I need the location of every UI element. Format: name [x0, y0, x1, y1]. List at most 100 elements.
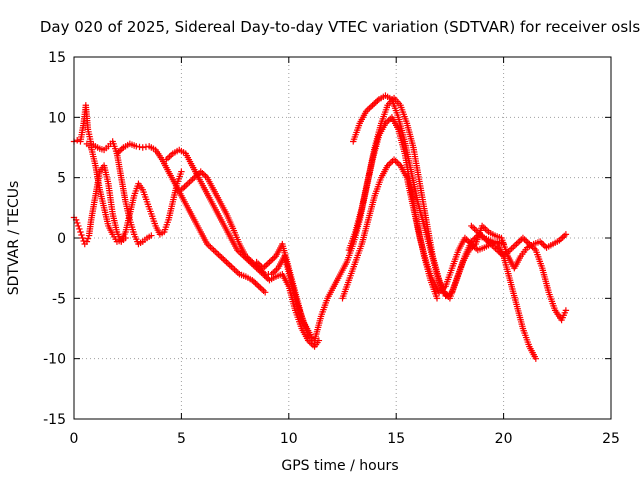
data-point-marker: [228, 263, 235, 270]
y-tick-label: -15: [43, 412, 66, 428]
data-point-marker: [79, 234, 86, 242]
data-point-marker: [394, 159, 401, 166]
data-point-marker: [221, 257, 229, 264]
x-tick-label: 15: [387, 431, 405, 447]
y-tick-label: 10: [48, 110, 66, 126]
data-point-marker: [189, 175, 196, 183]
data-point-marker: [519, 234, 527, 242]
data-point-marker: [186, 178, 193, 186]
data-point-marker: [511, 242, 519, 249]
chart-title: Day 020 of 2025, Sidereal Day-to-day VTE…: [40, 18, 640, 36]
series-10: [350, 92, 570, 302]
data-point-marker: [139, 144, 146, 151]
y-tick-label: 0: [57, 231, 66, 247]
data-point-marker: [210, 246, 217, 254]
data-point-marker: [187, 177, 195, 184]
data-point-marker: [218, 254, 225, 261]
data-point-marker: [562, 307, 570, 314]
data-point-marker: [184, 180, 192, 187]
data-point-marker: [257, 284, 264, 291]
data-point-marker: [469, 224, 477, 231]
data-point-marker: [223, 258, 230, 266]
x-tick-label: 5: [177, 431, 186, 447]
data-point-marker: [216, 252, 224, 260]
data-point-marker: [366, 105, 373, 112]
series-3: [83, 140, 185, 245]
x-tick-label: 20: [495, 431, 513, 447]
grid: [74, 57, 611, 419]
data-point-marker: [370, 100, 378, 107]
plot-frame: [73, 56, 612, 420]
y-tick-label: 15: [48, 50, 66, 66]
data-point-marker: [367, 103, 375, 110]
data-markers: [70, 92, 570, 362]
data-point-marker: [532, 355, 540, 362]
data-point-marker: [220, 255, 227, 263]
data-point-marker: [75, 222, 82, 230]
series-4: [113, 140, 269, 296]
data-point-marker: [372, 99, 379, 106]
data-point-marker: [516, 237, 523, 245]
data-point-marker: [264, 260, 272, 267]
data-point-marker: [258, 286, 266, 293]
data-point-marker: [514, 239, 522, 246]
data-point-marker: [181, 183, 188, 190]
data-point-marker: [369, 102, 376, 109]
data-point-marker: [224, 260, 232, 267]
data-point-marker: [208, 245, 216, 252]
y-axis-label: SDTVAR / TECUs: [6, 181, 22, 296]
data-point-marker: [164, 154, 172, 162]
y-tick-label: -10: [43, 352, 66, 368]
data-point-marker: [253, 281, 261, 288]
data-point-marker: [308, 340, 315, 347]
data-point-marker: [385, 117, 392, 124]
data-point-marker: [229, 264, 237, 272]
data-point-marker: [482, 225, 489, 233]
data-point-marker: [83, 238, 91, 245]
series-2: [70, 162, 129, 248]
data-point-marker: [76, 225, 83, 233]
data-point-marker: [207, 243, 214, 251]
data-point-marker: [136, 143, 143, 151]
data-point-marker: [74, 137, 81, 144]
data-point-marker: [215, 251, 222, 258]
data-point-marker: [522, 237, 530, 245]
x-tick-label: 10: [280, 431, 298, 447]
x-tick-label: 25: [602, 431, 620, 447]
data-point-marker: [212, 248, 219, 255]
data-point-marker: [142, 143, 150, 151]
y-tick-label: -5: [52, 291, 66, 307]
series-7: [253, 114, 441, 344]
data-point-marker: [231, 266, 238, 273]
data-point-marker: [178, 168, 185, 175]
data-point-marker: [255, 283, 262, 290]
data-point-marker: [84, 235, 92, 242]
axis-ticks: 0 5 10 15 20 25 -15 -10 -5 0 5 10 15: [43, 50, 620, 447]
data-point-marker: [261, 289, 269, 296]
y-tick-label: 5: [57, 171, 66, 187]
x-axis-label: GPS time / hours: [281, 458, 398, 474]
data-point-marker: [213, 249, 221, 257]
data-point-marker: [468, 222, 475, 230]
data-point-marker: [521, 236, 528, 243]
data-point-marker: [267, 257, 275, 264]
data-point-marker: [508, 245, 515, 252]
data-point-marker: [506, 246, 514, 254]
data-point-marker: [133, 143, 140, 150]
data-point-marker: [183, 182, 190, 189]
data-point-marker: [538, 239, 545, 247]
data-point-marker: [200, 171, 208, 178]
data-point-marker: [513, 240, 520, 248]
data-point-marker: [392, 157, 399, 165]
data-point-marker: [559, 234, 566, 241]
data-point-marker: [148, 232, 155, 239]
data-point-marker: [232, 267, 240, 275]
data-point-marker: [74, 219, 81, 227]
data-point-marker: [252, 280, 259, 287]
data-point-marker: [433, 295, 441, 302]
data-point-marker: [562, 231, 570, 238]
data-point-marker: [269, 255, 276, 263]
series-11: [468, 222, 570, 324]
data-point-marker: [271, 267, 279, 275]
